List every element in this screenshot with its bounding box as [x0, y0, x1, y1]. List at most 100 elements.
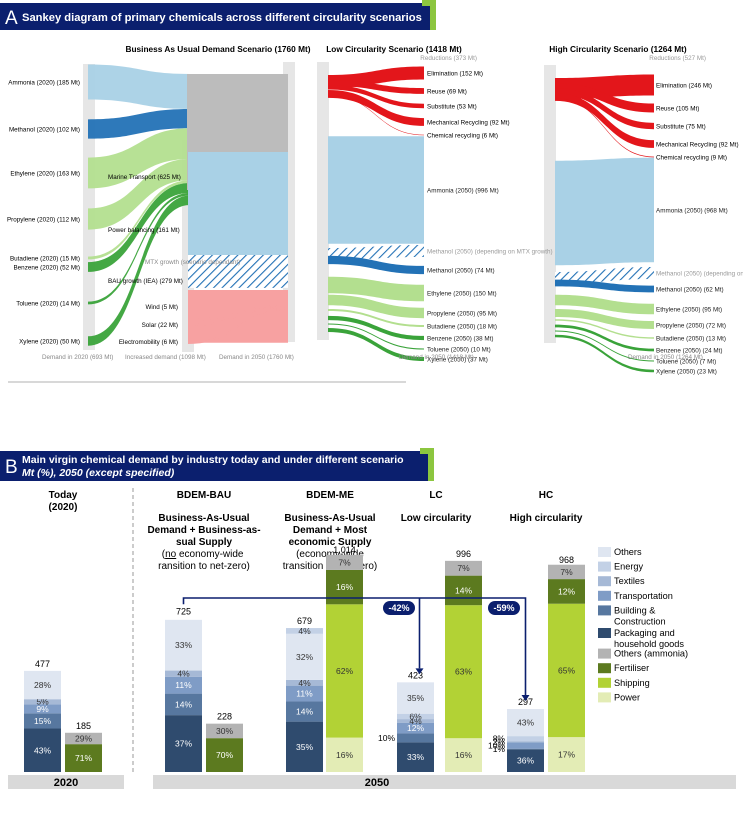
lc-reduction-label: Reuse (69 Mt): [427, 89, 467, 96]
legend-label: Shipping: [614, 678, 650, 688]
bar-segment: [24, 704, 61, 714]
bar-segment-label: 12%: [558, 586, 575, 596]
legend-label: Energy: [614, 562, 644, 572]
bar-segment: [165, 670, 202, 677]
hc-output-label: Propylene (2050) (72 Mt): [656, 323, 726, 330]
bar-total-label: 477: [35, 659, 50, 669]
hc-flow-reduction: [555, 83, 654, 113]
bar-segment-label: 4%: [298, 626, 311, 636]
reduction-badge-label: -42%: [388, 603, 409, 613]
hc-output-label: Ammonia (2050) (968 Mt): [656, 208, 728, 215]
lc-output-label: Ammonia (2050) (996 Mt): [427, 188, 499, 195]
scenario-subtitle: Low circularity: [401, 513, 472, 524]
legend-swatch: [598, 628, 611, 638]
bar-segment-label: 11%: [175, 680, 192, 690]
hc-flow-reduction: [555, 88, 654, 130]
hc-flow-output: [555, 330, 654, 362]
hc-output-label: Ethylene (2050) (95 Mt): [656, 307, 722, 314]
bar-segment-label: 29%: [75, 733, 92, 743]
arrowhead: [521, 695, 530, 702]
sankey-diagram: Business As Usual Demand Scenario (1760 …: [7, 44, 743, 376]
bar-total-label: 679: [297, 616, 312, 626]
bar-segment-label: 43%: [34, 745, 51, 755]
scenario-subtitle: Business-As-Usual Demand + Most economic S…: [284, 513, 375, 548]
hc-output-label: Benzene (2050) (24 Mt): [656, 348, 723, 355]
bar-segment: [165, 676, 202, 694]
bar-segment-label: 33%: [407, 752, 424, 762]
hc-output-label: Methanol (2050) (62 Mt): [656, 287, 724, 294]
lc-header: Low Circularity Scenario (1418 Mt): [326, 44, 462, 54]
bar-segment-label: 32%: [296, 652, 313, 662]
bar-segment: [65, 732, 102, 745]
bar-segment: [397, 722, 434, 734]
hc-flow-output: [555, 309, 654, 329]
sankey-flow-growth: [188, 255, 288, 288]
bar-segment: [507, 736, 544, 742]
bar-segment-label: 35%: [296, 742, 313, 752]
sankey-footer: Increased demand (1098 Mt): [125, 354, 206, 361]
legend-label: Building & Construction: [614, 605, 666, 626]
bar-segment-label: 2%: [493, 737, 506, 747]
bar-total-label: 725: [176, 606, 191, 616]
sankey-flow-source: [88, 192, 190, 305]
legend-swatch: [598, 576, 611, 587]
lc-footer: Demand in 2050 (1418 Mt): [399, 354, 474, 361]
legend-label: Packaging and household goods: [614, 628, 684, 649]
bar-segment-label: 16%: [455, 750, 472, 760]
lc-flow-reduction: [328, 90, 424, 126]
bar-total-label: 996: [456, 549, 471, 559]
lc-reduction-label: Mechanical Recycling (92 Mt): [427, 120, 510, 127]
bar-segment-label: 4%: [177, 669, 190, 679]
bar-segment: [445, 560, 482, 576]
sankey-growth-label: Power balancing (161 Mt): [108, 227, 180, 234]
lc-flow-output: [328, 245, 424, 260]
sankey-source-label: Ammonia (2020) (185 Mt): [8, 80, 80, 87]
legend-swatch: [598, 663, 611, 674]
scenario-subtitle: Business-As-Usual Demand + Business-as-su…: [147, 513, 260, 548]
scenario-title: BDEM-ME: [306, 490, 354, 501]
sankey-flow-source: [88, 195, 190, 346]
sankey-flow-source: [88, 64, 190, 109]
hc-reduction-label: Substitute (75 Mt): [656, 124, 706, 131]
bar-segment-label: 33%: [175, 640, 192, 650]
bar-segment: [548, 737, 585, 772]
bar-total-label: 968: [559, 555, 574, 565]
year-bar-2020: [8, 775, 124, 789]
hc-flow-reduction: [555, 98, 654, 158]
bar-total-label: 1,014: [333, 545, 356, 555]
bar-segment: [507, 709, 544, 737]
arrowhead: [415, 668, 424, 675]
lc-output-label: Toluene (2050) (10 Mt): [427, 347, 491, 354]
bar-segment: [24, 699, 61, 705]
bar-segment-label: 17%: [558, 750, 575, 760]
scenario-subtitle: High circularity: [510, 513, 583, 524]
bar-segment: [286, 633, 323, 680]
lc-reduction-label: Substitute (53 Mt): [427, 104, 477, 111]
legend-swatch: [598, 590, 611, 601]
bar-segment: [24, 670, 61, 700]
year-label-2020: 2020: [54, 777, 78, 789]
sankey-flow-source: [88, 159, 190, 230]
legend-label: Fertiliser: [614, 663, 649, 673]
lc-output-label: Benzene (2050) (38 Mt): [427, 336, 494, 343]
bar-segment-label: 6%: [409, 711, 422, 721]
lc-reductions-label: Reductions (373 Mt): [420, 55, 477, 62]
sankey-growth-label: BAU growth (IEA) (279 Mt): [108, 278, 183, 285]
legend-swatch: [598, 677, 611, 688]
sankey-flow-growth: [188, 305, 288, 321]
bar-segment-label: 63%: [455, 667, 472, 677]
bar-segment: [445, 605, 482, 739]
bar-segment: [286, 628, 323, 634]
panel-a-accent: [422, 0, 436, 30]
bar-segment-label: 71%: [75, 753, 92, 763]
bar-segment-label: 4%: [298, 678, 311, 688]
year-bar-2050: [153, 775, 736, 789]
bar-segment: [24, 728, 61, 772]
reduction-connector: [182, 597, 527, 696]
hc-flow-output: [555, 334, 654, 373]
bar-segment-label: 4%: [409, 716, 422, 726]
bar-segment: [286, 701, 323, 722]
bar-segment-label: 5%: [36, 697, 49, 707]
sankey-flow-source: [88, 128, 190, 189]
